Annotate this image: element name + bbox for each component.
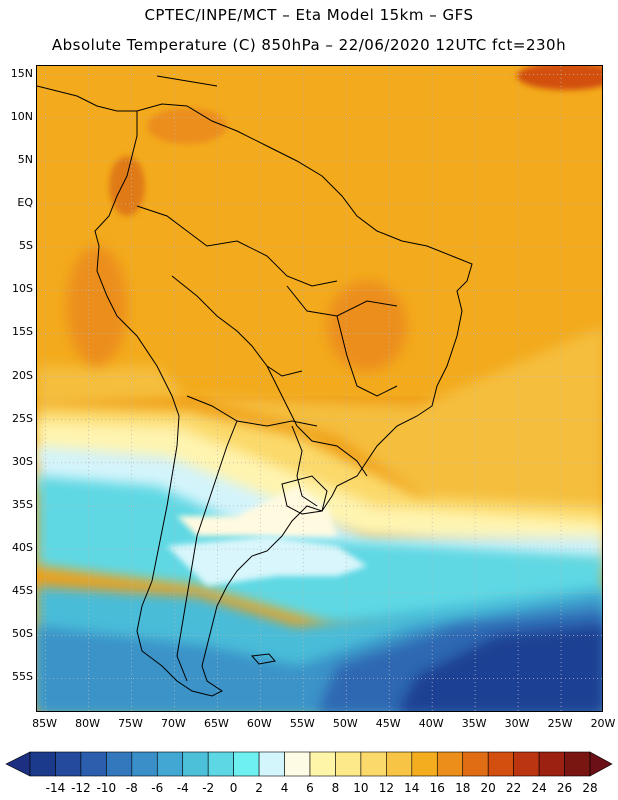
longitude-label: 80W xyxy=(75,717,100,730)
temperature-map xyxy=(36,65,603,712)
latitude-label: 45S xyxy=(12,584,33,598)
colorbar-label: 0 xyxy=(229,781,238,795)
longitude-label: 55W xyxy=(289,717,315,730)
latitude-label: 10N xyxy=(10,109,33,123)
latitude-label: 40S xyxy=(12,541,33,555)
colorbar-label: 14 xyxy=(404,781,420,795)
gridlines xyxy=(37,66,602,711)
colorbar-swatch xyxy=(284,751,311,777)
latitude-label: 55S xyxy=(12,670,33,684)
latitude-label: 20S xyxy=(12,368,33,382)
colorbar-swatch xyxy=(360,751,387,777)
colorbar-label: -12 xyxy=(71,781,91,795)
temperature-field xyxy=(37,66,602,711)
colorbar-label: 24 xyxy=(531,781,547,795)
longitude-label: 70W xyxy=(161,717,186,730)
latitude-label: 35S xyxy=(12,497,33,511)
colorbar-label: 12 xyxy=(378,781,394,795)
colorbar-label: -10 xyxy=(96,781,117,795)
colorbar-swatch xyxy=(564,751,591,777)
latitude-label: 50S xyxy=(12,627,33,641)
colorbar-label: -6 xyxy=(151,781,164,795)
longitude-label: 85W xyxy=(32,717,58,730)
color-scale-bar xyxy=(5,751,613,777)
colorbar-label: 22 xyxy=(505,781,522,795)
colorbar-label: -4 xyxy=(176,781,189,795)
colorbar-swatch xyxy=(386,751,413,777)
coastlines-borders xyxy=(37,75,473,697)
latitude-label: 15N xyxy=(10,66,33,80)
colorbar-swatch xyxy=(29,751,56,777)
colorbar-swatch xyxy=(55,751,82,777)
latitude-label: 30S xyxy=(12,454,33,468)
colorbar-swatch xyxy=(233,751,260,777)
colorbar-swatch xyxy=(462,751,489,777)
latitude-label: 10S xyxy=(12,282,33,296)
map-title-line2: Absolute Temperature (C) 850hPa – 22/06/… xyxy=(51,36,567,54)
colorbar-label: 20 xyxy=(480,781,496,795)
colorbar-under-arrow xyxy=(5,751,31,777)
latitude-label: EQ xyxy=(17,196,33,210)
colorbar-label: 4 xyxy=(280,781,289,795)
longitude-label: 20W xyxy=(590,717,616,730)
colorbar-swatch xyxy=(80,751,107,777)
colorbar-label: 6 xyxy=(306,781,314,795)
colorbar-swatch xyxy=(106,751,133,777)
longitude-label: 75W xyxy=(118,717,143,730)
colorbar-swatch xyxy=(538,751,565,777)
colorbar-swatch xyxy=(436,751,464,777)
longitude-label: 45W xyxy=(375,717,401,730)
colorbar-label: -14 xyxy=(45,781,66,795)
latitude-label: 15S xyxy=(12,325,33,339)
colorbar-label: 16 xyxy=(429,781,445,795)
colorbar-swatch xyxy=(131,751,158,777)
longitude-label: 65W xyxy=(203,717,229,730)
temperature-map-canvas xyxy=(37,66,602,711)
colorbar-swatch xyxy=(156,751,184,777)
colorbar-label: 2 xyxy=(255,781,263,795)
longitude-label: 25W xyxy=(547,717,573,730)
colorbar-label: 26 xyxy=(556,781,573,795)
latitude-label: 5S xyxy=(19,239,33,253)
colorbar-label: 18 xyxy=(455,781,471,795)
latitude-label: 5N xyxy=(17,152,33,166)
colorbar-label: -2 xyxy=(202,781,215,795)
colorbar-swatch xyxy=(487,751,514,777)
longitude-label: 50W xyxy=(332,717,358,730)
map-title-line1: CPTEC/INPE/MCT – Eta Model 15km – GFS xyxy=(144,6,474,24)
colorbar-swatch xyxy=(335,751,362,777)
colorbar-swatch xyxy=(513,751,540,777)
latitude-label: 25S xyxy=(12,411,33,425)
colorbar-swatch xyxy=(182,751,209,777)
longitude-label: 60W xyxy=(246,717,272,730)
longitude-label: 40W xyxy=(418,717,444,730)
colorbar-over-arrow xyxy=(589,751,613,777)
colorbar-swatch xyxy=(411,751,438,777)
colorbar-swatch xyxy=(309,751,336,777)
longitude-label: 30W xyxy=(504,717,530,730)
colorbar-label: 8 xyxy=(331,781,340,795)
colorbar-swatch xyxy=(258,751,285,777)
colorbar-label: 28 xyxy=(582,781,598,795)
colorbar-swatch xyxy=(207,751,234,777)
colorbar-label: 10 xyxy=(353,781,369,795)
longitude-label: 35W xyxy=(461,717,487,730)
colorbar-label: -8 xyxy=(125,781,138,795)
